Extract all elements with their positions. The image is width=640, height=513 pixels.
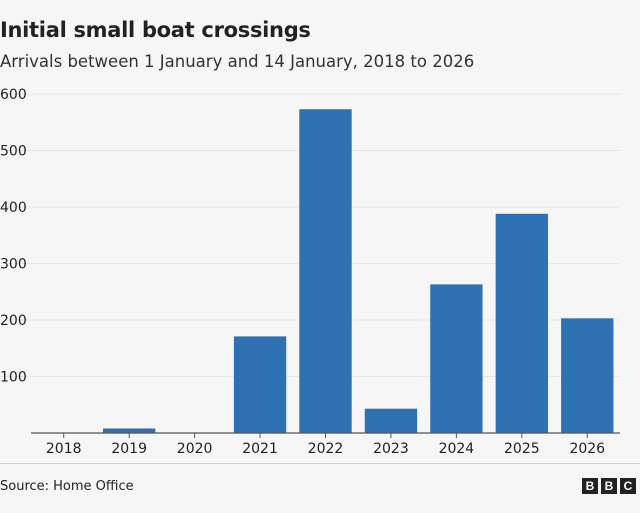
bbc-logo-block-c: C [620,478,636,494]
bar-2026 [561,318,614,433]
x-tick-label: 2023 [373,441,409,457]
x-tick-label: 2024 [439,441,475,457]
x-tick-label: 2022 [308,441,344,457]
y-tick-label: 400 [0,200,27,216]
footer-divider [0,463,640,464]
bar-2019 [102,428,156,433]
source-note: Source: Home Office [0,479,134,494]
chart-title: Initial small boat crossings [0,18,311,42]
x-tick-label: 2025 [504,441,540,457]
y-tick-label: 100 [0,370,27,386]
bbc-logo-block-b1: B [582,478,598,494]
bar-2025 [495,213,549,433]
x-tick-label: 2021 [242,441,278,457]
y-tick-label: 200 [0,313,27,329]
bar-2022 [299,109,352,433]
bbc-logo-block-b2: B [601,478,617,494]
y-tick-label: 600 [0,87,27,103]
x-tick-label: 2018 [46,441,82,457]
bar-2024 [430,284,483,433]
x-tick-label: 2020 [177,441,213,457]
chart-subtitle: Arrivals between 1 January and 14 Januar… [0,52,475,71]
bbc-logo: B B C [582,478,636,494]
bar-chart: 100 200 300 400 500 600 2018 2019 2020 2021 2022 20… [0,87,620,457]
bar-2021 [233,336,287,433]
y-tick-label: 300 [0,257,27,273]
x-tick-label: 2026 [569,441,605,457]
bar-2023 [364,408,418,433]
x-tick-label: 2019 [111,441,147,457]
y-tick-label: 500 [0,144,27,160]
